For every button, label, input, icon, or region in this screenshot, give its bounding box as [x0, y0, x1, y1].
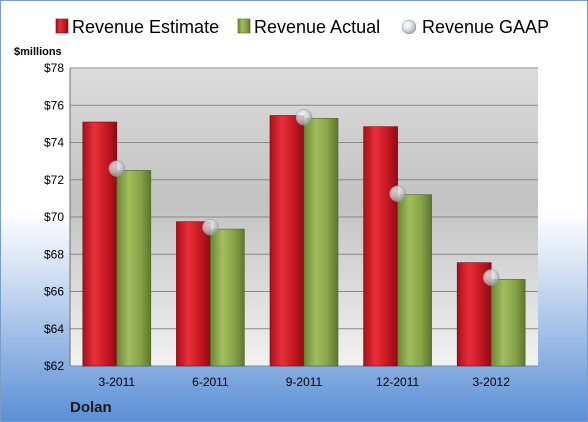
point-revenue-gaap-6-2011 — [202, 218, 219, 236]
legend-swatch-revenue-estimate — [55, 18, 69, 34]
point-revenue-gaap-3-2012 — [482, 269, 500, 286]
bar-revenue-estimate-9-2011 — [269, 115, 305, 367]
bars — [82, 115, 526, 367]
legend-label-revenue-actual: Revenue Actual — [254, 17, 380, 37]
bar-revenue-estimate-3-2011 — [82, 121, 118, 367]
bar-revenue-estimate-6-2011 — [176, 221, 211, 367]
y-tick-label: $76 — [44, 98, 64, 112]
bar-revenue-estimate-12-2011 — [363, 126, 398, 367]
bar-revenue-actual-12-2011 — [397, 194, 432, 367]
y-tick-label: $78 — [44, 61, 64, 75]
y-tick-label: $64 — [44, 322, 64, 336]
point-revenue-gaap-3-2011 — [108, 160, 126, 177]
legend-label-revenue-estimate: Revenue Estimate — [72, 17, 219, 37]
legend-label-revenue-gaap: Revenue GAAP — [422, 17, 549, 37]
bar-revenue-actual-6-2011 — [210, 228, 245, 367]
x-axis-ticks: 3-2011 6-2011 9-2011 12-2011 3-2012 — [99, 375, 511, 389]
x-tick-label: 12-2011 — [376, 375, 419, 389]
y-tick-label: $70 — [44, 210, 64, 224]
legend-swatch-revenue-gaap — [401, 19, 417, 35]
y-axis-unit-label: $millions — [14, 46, 62, 58]
company-label: Dolan — [70, 399, 112, 416]
y-tick-label: $72 — [44, 173, 64, 187]
point-revenue-gaap-9-2011 — [295, 109, 313, 126]
y-tick-label: $66 — [44, 285, 64, 299]
x-tick-label: 6-2011 — [192, 375, 229, 389]
x-tick-label: 3-2011 — [99, 375, 136, 389]
gaap-points — [108, 109, 500, 286]
bar-revenue-actual-9-2011 — [303, 117, 339, 367]
bar-revenue-actual-3-2011 — [116, 170, 152, 367]
y-tick-label: $74 — [44, 136, 64, 150]
legend-swatch-revenue-actual — [237, 18, 251, 34]
point-revenue-gaap-12-2011 — [389, 185, 406, 202]
y-tick-label: $68 — [44, 247, 64, 261]
legend: Revenue Estimate Revenue Actual Revenue … — [55, 17, 549, 37]
y-axis-ticks: $62 $64 $66 $68 $70 $72 $74 $76 $78 — [44, 61, 64, 373]
y-tick-label: $62 — [44, 359, 64, 373]
x-tick-label: 9-2011 — [286, 375, 323, 389]
x-tick-label: 3-2012 — [473, 375, 511, 389]
bar-revenue-actual-3-2012 — [490, 279, 526, 367]
